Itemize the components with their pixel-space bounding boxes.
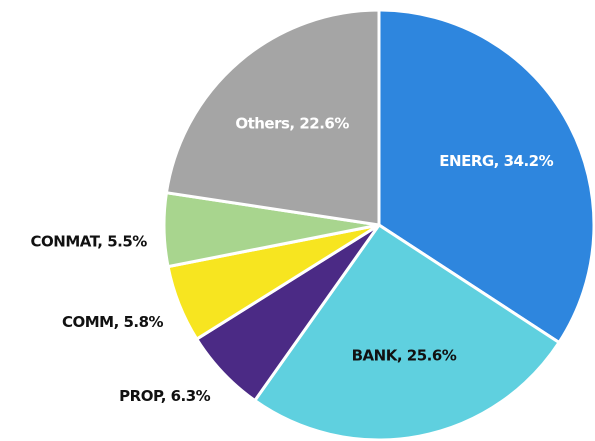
data-label: Others, 22.6%	[235, 114, 349, 132]
data-label: COMM, 5.8%	[62, 313, 164, 331]
data-label: CONMAT, 5.5%	[31, 233, 148, 251]
data-label: ENERG, 34.2%	[439, 152, 553, 170]
data-label: BANK, 25.6%	[352, 346, 457, 364]
pie-slice	[164, 8, 381, 227]
data-label: PROP, 6.3%	[119, 387, 211, 405]
pie-slice	[252, 222, 562, 441]
